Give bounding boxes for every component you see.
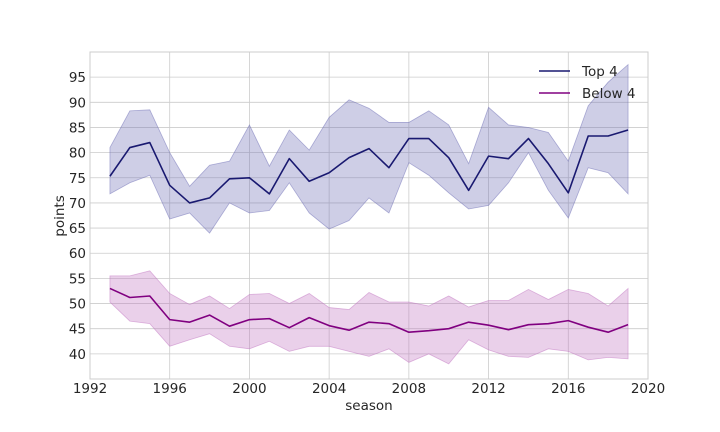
data-point-below-4 [188,321,191,324]
band-below-4 [109,270,629,365]
data-point-below-4 [467,321,470,324]
data-point-top-4 [168,184,171,187]
y-tick-label: 70 [69,196,86,212]
y-tick-label: 45 [69,322,86,338]
data-point-below-4 [487,324,490,327]
y-tick-label: 80 [69,146,86,162]
plot-frame [89,51,649,380]
data-point-below-4 [228,325,231,328]
legend-label-top-4: Top 4 [581,64,618,80]
data-point-below-4 [208,314,211,317]
data-point-top-4 [507,157,510,160]
y-tick-label: 40 [69,347,86,363]
series-lines [109,129,630,334]
x-tick-labels: 1992 1996 2000 2004 2008 2012 2016 2020 [73,381,665,397]
series-line-top-4 [109,129,629,204]
data-point-top-4 [447,156,450,159]
data-point-top-4 [467,189,470,192]
data-point-below-4 [148,295,151,298]
x-axis-label: season [345,398,392,414]
y-tick-label: 90 [69,95,86,111]
data-point-top-4 [208,196,211,199]
data-point-below-4 [567,319,570,322]
x-tick-label: 2012 [471,381,505,397]
data-point-below-4 [527,323,530,326]
y-tick-label: 60 [69,246,86,262]
data-point-top-4 [248,176,251,179]
data-point-top-4 [308,180,311,183]
data-point-top-4 [587,135,590,138]
data-point-below-4 [268,317,271,320]
y-tick-label: 65 [69,221,86,237]
y-tick-label: 85 [69,120,86,136]
data-point-top-4 [547,162,550,165]
data-point-top-4 [627,129,630,132]
data-point-top-4 [188,202,191,205]
x-tick-label: 1996 [153,381,187,397]
data-point-below-4 [507,328,510,331]
legend-label-below-4: Below 4 [582,86,636,102]
data-point-below-4 [168,318,171,321]
data-point-top-4 [109,175,112,178]
confidence-bands [109,63,629,365]
data-point-top-4 [228,177,231,180]
data-point-top-4 [148,141,151,144]
data-point-top-4 [567,191,570,194]
data-point-below-4 [308,316,311,319]
y-tick-label: 55 [69,271,86,287]
data-point-below-4 [547,322,550,325]
data-point-top-4 [407,137,410,140]
x-tick-label: 2020 [631,381,665,397]
y-tick-label: 75 [69,171,86,187]
x-tick-label: 2004 [312,381,346,397]
data-point-top-4 [368,147,371,150]
data-point-top-4 [427,137,430,140]
data-point-top-4 [527,137,530,140]
series-line-below-4 [109,287,629,334]
data-point-below-4 [388,322,391,325]
x-tick-label: 2008 [392,381,426,397]
data-point-top-4 [348,156,351,159]
x-tick-label: 2016 [551,381,585,397]
data-point-below-4 [607,331,610,334]
data-point-top-4 [328,171,331,174]
data-point-below-4 [407,331,410,334]
data-point-top-4 [607,135,610,138]
data-point-top-4 [128,146,131,149]
data-point-below-4 [128,296,131,299]
data-point-top-4 [288,157,291,160]
data-point-below-4 [368,321,371,324]
grid [89,52,649,379]
data-point-below-4 [627,323,630,326]
x-tick-label: 1992 [73,381,107,397]
data-point-below-4 [109,287,112,290]
y-tick-labels: 40 45 50 55 60 65 70 75 80 85 90 95 [69,70,86,363]
data-point-below-4 [288,326,291,329]
data-point-top-4 [388,166,391,169]
data-point-below-4 [447,327,450,330]
legend: Top 4 Below 4 [539,64,636,102]
data-point-below-4 [587,326,590,329]
data-point-below-4 [328,324,331,327]
x-tick-label: 2000 [232,381,266,397]
y-axis-label: points [52,195,68,236]
y-tick-label: 95 [69,70,86,86]
data-point-below-4 [248,318,251,321]
y-tick-label: 50 [69,297,86,313]
data-point-below-4 [348,329,351,332]
data-point-top-4 [268,192,271,195]
data-point-top-4 [487,155,490,158]
data-point-below-4 [427,329,430,332]
